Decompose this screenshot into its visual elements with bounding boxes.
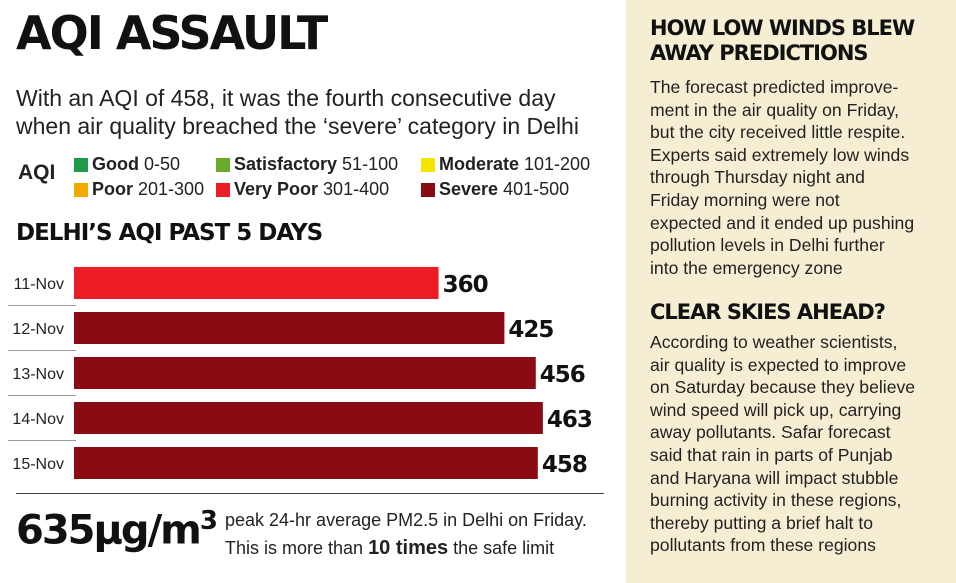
data-label: 425 — [508, 317, 553, 343]
legend-swatch — [421, 182, 435, 197]
body-line: According to weather scientists, — [650, 332, 898, 352]
body-line: thereby putting a brief halt to — [650, 512, 873, 533]
legend-range: 301-400 — [323, 179, 390, 199]
legend-name: Moderate — [439, 154, 520, 174]
body-line: on Saturday because they believe — [650, 377, 916, 398]
divider — [16, 493, 604, 494]
stat-line2-post: the safe limit — [448, 538, 555, 558]
stat-line2-pre: This is more than — [225, 538, 369, 558]
bar-12-nov — [74, 312, 505, 344]
bar-15-nov — [74, 447, 538, 479]
body-line: air quality is expected to improve — [650, 354, 907, 375]
pm25-stat-line-1: peak 24-hr average PM2.5 in Delhi on Fri… — [225, 510, 587, 530]
body-line: into the emergency zone — [650, 257, 843, 278]
heading-line: CLEAR SKIES AHEAD? — [650, 300, 886, 324]
category-label: 11-Nov — [14, 276, 64, 293]
body-line: said that rain in parts of Punjab — [650, 444, 893, 465]
legend-name: Poor — [92, 179, 134, 199]
body-line: pollutants from these regions — [650, 535, 876, 556]
legend-item-satisfactory: Satisfactory 51-100 — [216, 154, 398, 175]
legend-name: Very Poor — [234, 179, 319, 199]
pm25-unit-superscript: 3 — [199, 506, 218, 536]
infographic-main: AQI ASSAULT With an AQI of 458, it was t… — [8, 6, 604, 560]
legend-range: 0-50 — [144, 154, 181, 174]
legend-item-moderate: Moderate 101-200 — [421, 154, 590, 175]
body-line: and Haryana will impact stubble — [650, 467, 899, 488]
legend-title: AQI — [18, 161, 56, 184]
legend-item-severe: Severe 401-500 — [421, 179, 569, 200]
heading-line: HOW LOW WINDS BLEW — [650, 16, 915, 40]
legend-name: Satisfactory — [234, 154, 338, 174]
body-line: burning activity in these regions, — [650, 490, 902, 511]
category-label: 15-Nov — [12, 456, 64, 473]
headline: AQI ASSAULT — [16, 6, 328, 60]
legend-item-poor: Poor 201-300 — [74, 179, 204, 200]
legend-swatch — [74, 157, 88, 172]
chart-title: DELHI’S AQI PAST 5 DAYS — [16, 220, 323, 246]
sidebar-heading-2: CLEAR SKIES AHEAD? — [650, 300, 950, 325]
legend-name: Severe — [439, 179, 499, 199]
bar-13-nov — [74, 357, 536, 389]
legend-swatch — [216, 157, 230, 172]
bar-11-nov — [74, 267, 439, 299]
sidebar-panel: HOW LOW WINDS BLEW AWAY PREDICTIONS The … — [626, 0, 956, 583]
pm25-value-text: 635µg/m — [16, 507, 202, 554]
legend-swatch — [421, 157, 435, 172]
data-label: 463 — [547, 407, 592, 433]
body-line: expected and it ended up pushing — [650, 212, 915, 233]
body-line: ment in the air quality on Friday, — [650, 99, 900, 120]
legend-item-good: Good 0-50 — [74, 154, 180, 175]
category-label: 13-Nov — [12, 366, 64, 383]
data-label: 360 — [443, 272, 488, 298]
category-label: 12-Nov — [12, 321, 64, 338]
legend-swatch — [216, 182, 230, 197]
body-line: The forecast predicted improve- — [650, 77, 899, 97]
body-line: through Thursday night and — [650, 167, 865, 188]
data-label: 456 — [540, 362, 585, 388]
aqi-bar-chart: 11-Nov 360 12-Nov 425 13-Nov 456 14-Nov 463 15-N… — [8, 267, 593, 479]
data-label: 458 — [542, 452, 587, 478]
legend-name: Good — [92, 154, 139, 174]
pm25-stat-line-2: This is more than 10 times the safe limi… — [225, 537, 554, 560]
pm25-stat-value: 635µg/m3 — [16, 506, 218, 553]
body-line: but the city received little respite. — [650, 122, 906, 143]
body-line: away pollutants. Safar forecast — [650, 422, 891, 443]
stat-line2-bold: 10 times — [368, 537, 449, 559]
legend-item-very-poor: Very Poor 301-400 — [216, 179, 389, 200]
legend-range: 201-300 — [138, 179, 205, 199]
legend-range: 51-100 — [342, 154, 399, 174]
subtitle: With an AQI of 458, it was the fourth co… — [16, 85, 579, 139]
sidebar-heading-1: HOW LOW WINDS BLEW AWAY PREDICTIONS — [650, 16, 950, 66]
heading-line: AWAY PREDICTIONS — [650, 41, 869, 65]
bar-14-nov — [74, 402, 543, 434]
sidebar-body-1: The forecast predicted improve- ment in … — [650, 76, 950, 279]
legend-range: 101-200 — [524, 154, 591, 174]
body-line: Friday morning were not — [650, 189, 840, 210]
body-line: wind speed will pick up, carrying — [650, 399, 902, 420]
body-line: pollution levels in Delhi further — [650, 235, 885, 256]
category-label: 14-Nov — [12, 411, 64, 428]
sidebar-body-2: According to weather scientists, air qua… — [650, 331, 950, 557]
legend-swatch — [74, 182, 88, 197]
body-line: Experts said extremely low winds — [650, 144, 910, 165]
legend-range: 401-500 — [503, 179, 570, 199]
